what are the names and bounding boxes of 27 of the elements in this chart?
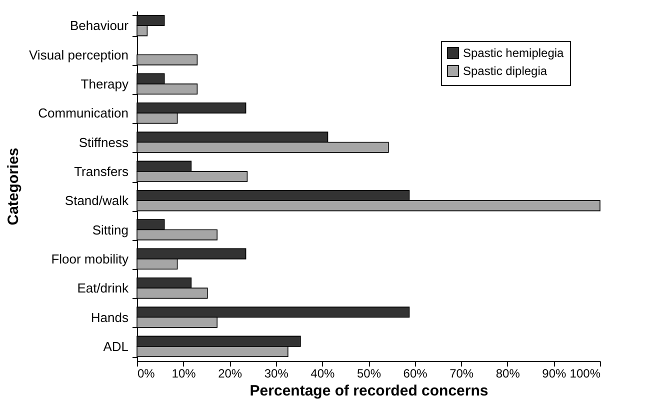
legend-label: Spastic hemiplegia [463, 46, 564, 60]
x-tick-label: 0% [138, 366, 156, 380]
x-tick-label: 70% [450, 366, 474, 380]
y-tick-label: Floor mobility [51, 251, 129, 266]
y-tick-label: Eat/drink [77, 280, 129, 296]
x-axis-title: Percentage of recorded concerns [250, 382, 488, 400]
y-tick-label: Communication [38, 106, 128, 121]
x-tick-label: 90% [542, 366, 567, 380]
y-tick-label: Stiffness [78, 134, 129, 150]
x-tick-label: 10% [172, 366, 196, 380]
y-axis-title: Categories [5, 148, 22, 226]
x-tick-label: 100% [570, 366, 601, 380]
y-tick-label: Hands [90, 310, 129, 325]
legend-label: Spastic diplegia [463, 64, 548, 78]
y-tick-label: Stand/walk [64, 193, 129, 208]
y-tick-label: ADL [103, 338, 128, 354]
y-tick-label: Sitting [92, 222, 128, 238]
y-tick-label: Visual perception [29, 47, 128, 62]
y-tick-label: Behaviour [70, 18, 130, 34]
y-tick-label: Transfers [74, 164, 129, 179]
x-tick-label: 20% [218, 366, 242, 380]
y-tick-label: Therapy [80, 76, 129, 92]
x-tick-label: 60% [403, 366, 428, 380]
x-tick-label: 80% [496, 366, 520, 380]
x-tick-label: 40% [310, 366, 336, 380]
x-tick-label: 50% [356, 366, 382, 380]
x-tick-label: 30% [264, 366, 289, 380]
